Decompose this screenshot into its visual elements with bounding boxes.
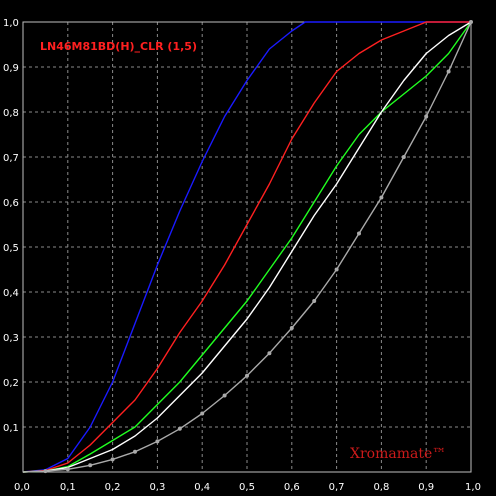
series-point [200,411,205,416]
x-tick-label: 0,7 [329,482,345,493]
y-tick-label: 0,5 [3,243,19,254]
x-tick-label: 0,3 [149,482,165,493]
series-point [401,155,406,159]
x-tick-label: 1,0 [465,482,481,493]
series-point [155,439,160,444]
series-point [222,393,227,398]
chart-title: LN46M81BD(H)_CLR (1,5) [40,40,197,53]
series-line [22,21,472,473]
y-tick-label: 0,7 [3,153,19,164]
x-tick-label: 0,6 [284,482,300,493]
x-tick-label: 0,1 [60,482,76,493]
watermark: Xromamate™ [350,446,446,462]
series-point [289,326,294,330]
series-point [43,469,48,474]
series-point [65,467,70,472]
y-tick-label: 1,0 [3,18,19,29]
y-tick-label: 0,8 [3,108,19,119]
x-tick-label: 0,5 [239,482,255,493]
series-point [357,231,361,236]
series-point [379,195,384,200]
axes: 0,0 0,1 0,2 0,3 0,4 0,5 0,6 0,7 0,8 0,9 1,0 0,1 0,2 0… [3,18,481,493]
series-point [424,114,429,119]
series-point [312,299,317,303]
series-line [22,21,471,473]
series-point [177,426,182,431]
series-point [334,267,339,272]
x-tick-label: 0,2 [105,482,121,493]
x-tick-label: 0,8 [373,482,389,493]
series-point [88,463,93,468]
y-tick-label: 0,6 [3,198,19,209]
series-point [469,20,473,24]
series-line [22,21,472,473]
plot-border [22,21,472,473]
series-point [245,373,249,378]
y-tick-label: 0,4 [3,288,19,299]
series-point [110,457,115,462]
x-tick-label: 0,4 [194,482,210,493]
y-tick-label: 0,3 [3,333,19,344]
x-tick-label: 0,0 [14,482,30,493]
series-lines [22,20,473,474]
x-tick-label: 0,9 [418,482,434,493]
y-tick-label: 0,9 [3,63,19,74]
series-point [267,351,272,356]
y-tick-label: 0,2 [3,378,19,389]
series-line [22,21,471,473]
y-tick-label: 0,1 [3,423,19,434]
series-point [133,449,137,454]
series-point [446,69,451,74]
